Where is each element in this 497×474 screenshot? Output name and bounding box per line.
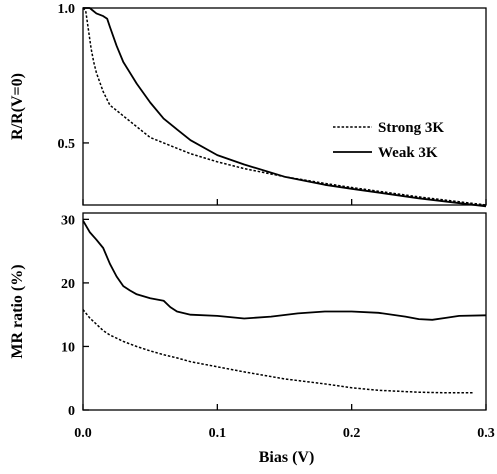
y-axis-label: MR ratio (%): [9, 264, 26, 358]
legend-label: Strong 3K: [378, 120, 444, 136]
y-tick-label: 20: [61, 277, 75, 292]
bottom-panel-frame: [82, 212, 487, 411]
x-tick-label: 0.0: [74, 426, 92, 441]
series-line-strong-3k: [82, 7, 487, 206]
legend: Strong 3K Weak 3K: [333, 120, 444, 161]
series-line-weak-3k: [83, 7, 487, 208]
y-tick-label: 10: [61, 340, 75, 355]
series-line-weak-3k: [82, 220, 487, 321]
x-tick-label: 0.1: [209, 426, 227, 441]
top-panel-frame: [82, 7, 487, 206]
x-tick-label: 0.2: [343, 426, 361, 441]
top-panel: 1.0 0.5 R/R(V=0) Strong 3K Weak 3K: [9, 2, 487, 208]
legend-label: Weak 3K: [378, 145, 438, 161]
series-line-strong-3k: [82, 309, 473, 394]
y-tick-label: 0.5: [58, 137, 76, 152]
x-tick-label: 0.3: [477, 426, 495, 441]
y-axis-label: R/R(V=0): [9, 73, 26, 140]
bottom-panel: 0 10 20 30 0.0 0.1 0.2 0.3 MR ratio (%) Bias (V): [9, 212, 495, 466]
x-axis-label: Bias (V): [259, 449, 315, 466]
y-tick-label: 30: [61, 213, 75, 228]
y-tick-label: 1.0: [58, 2, 76, 17]
y-tick-label: 0: [68, 404, 75, 419]
